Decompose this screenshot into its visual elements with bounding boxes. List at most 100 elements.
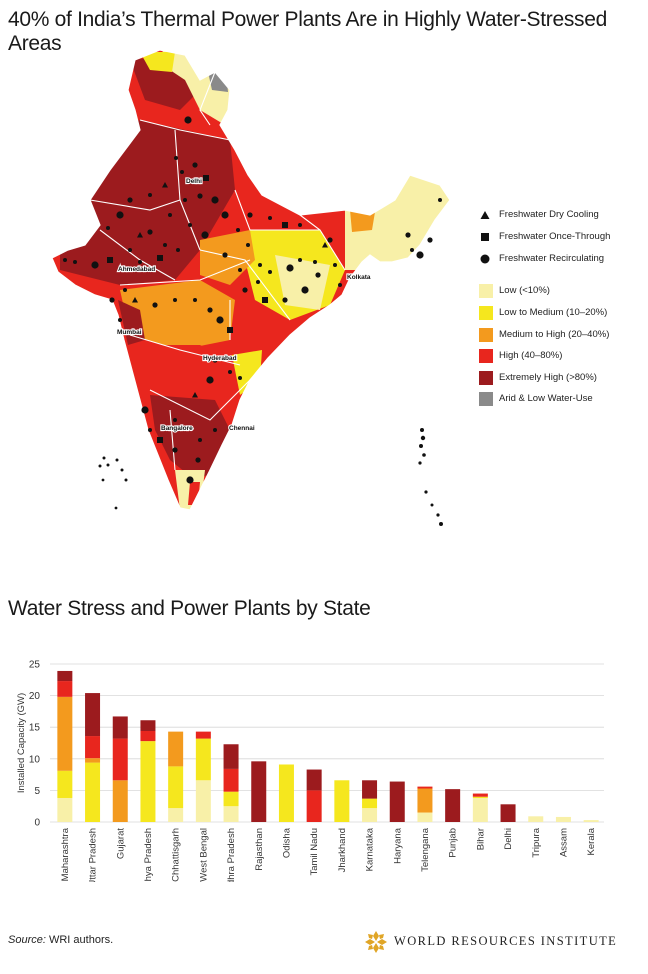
bar-segment <box>168 731 184 767</box>
x-tick-label: Haryana <box>392 827 403 864</box>
bar-segment <box>112 738 128 781</box>
legend-swatch <box>479 328 493 342</box>
city-label: Chennai <box>229 425 255 432</box>
x-tick-label: Rajasthan <box>254 828 265 871</box>
bar-segment <box>528 816 544 822</box>
circle-icon <box>480 254 490 264</box>
y-tick-label: 10 <box>29 754 41 765</box>
city-label: Bangalore <box>161 425 193 432</box>
legend-label: Arid & Low Water-Use <box>499 393 593 404</box>
x-tick-label: Tamil Nadu <box>309 828 320 876</box>
city-label: Hyderabad <box>203 355 237 362</box>
bar-segment <box>57 696 73 771</box>
bar-segment <box>85 736 101 759</box>
x-tick-label: Jharkhand <box>337 828 348 872</box>
legend-swatch <box>479 306 493 320</box>
bar-segment <box>306 769 322 791</box>
map-title: 40% of India’s Thermal Power Plants Are … <box>8 8 608 55</box>
bar-segment <box>223 744 239 769</box>
y-tick-label: 20 <box>29 691 41 702</box>
bar-segment <box>85 762 101 822</box>
city-labels: Delhi Ahmedabad Kolkata Mumbai Hyderabad Bang… <box>116 177 372 433</box>
power-plant-markers <box>63 116 442 484</box>
bar-segment <box>223 806 239 822</box>
x-tick-label: Assam <box>558 828 569 857</box>
bar-segment <box>140 741 156 822</box>
triangle-icon <box>480 211 490 219</box>
bar-segment <box>112 780 128 822</box>
bar-segment <box>306 790 322 822</box>
y-tick-label: 25 <box>29 660 41 671</box>
bar-segment <box>500 804 516 822</box>
x-tick-label: Gujarat <box>115 828 126 860</box>
legend-swatch <box>479 371 493 385</box>
legend-swatch <box>479 392 493 406</box>
lakshadweep-islands <box>98 456 128 510</box>
bar-segment <box>223 768 239 792</box>
bar-segment <box>445 789 461 822</box>
city-label: Delhi <box>186 178 202 185</box>
y-tick-label: 0 <box>34 818 40 829</box>
x-tick-label: Uttar Pradesh <box>88 828 99 882</box>
y-tick-label: 15 <box>29 723 41 734</box>
legend-label: High (40–80%) <box>499 350 563 361</box>
bar-segment <box>334 780 350 822</box>
state-capacity-bar-chart: 0 5 10 15 20 25 Installed Capacity (GW) Maharas… <box>16 660 604 882</box>
x-tick-label: Madhya Pradesh <box>143 828 154 882</box>
y-axis-label: Installed Capacity (GW) <box>16 693 27 793</box>
wri-logo-icon <box>365 931 387 953</box>
bar-segment <box>472 796 488 798</box>
x-tick-label: Tripura <box>531 827 542 857</box>
bar-segment <box>417 812 433 822</box>
state-borders <box>89 71 346 471</box>
x-tick-label: Punjab <box>448 828 459 858</box>
x-tick-label: West Bengal <box>198 828 209 882</box>
legend-label: Extremely High (>80%) <box>499 372 597 383</box>
org-name: WORLD RESOURCES INSTITUTE <box>394 934 618 948</box>
bar-segment <box>85 758 101 763</box>
bar-segment <box>57 770 73 798</box>
bar-segment <box>195 780 211 822</box>
legend-label: Medium to High (20–40%) <box>499 329 610 340</box>
bar-segment <box>195 731 211 739</box>
legend-swatch <box>479 349 493 363</box>
city-label: Ahmedabad <box>118 266 155 273</box>
city-label: Kolkata <box>347 274 371 281</box>
square-icon <box>481 233 489 241</box>
bar-segment <box>140 730 156 742</box>
bar-segment <box>140 720 156 731</box>
bars <box>57 670 599 822</box>
x-tick-label: Kerala <box>586 827 597 855</box>
bar-segment <box>389 781 405 822</box>
bar-segment <box>417 786 433 789</box>
x-tick-label: Telengana <box>420 827 431 872</box>
bar-segment <box>223 791 239 807</box>
bar-segment <box>583 820 599 822</box>
x-tick-label: Chhattisgarh <box>171 828 182 882</box>
x-tick-label: Karnataka <box>365 827 376 871</box>
bar-segment <box>362 808 378 822</box>
bar-segment <box>472 797 488 822</box>
bar-segment <box>278 764 294 822</box>
chart-title: Water Stress and Power Plants by State <box>8 597 371 620</box>
bar-segment <box>168 766 184 809</box>
city-label: Mumbai <box>117 329 142 336</box>
x-tick-label: Bihar <box>475 828 486 850</box>
legend-swatch <box>479 284 493 298</box>
bar-segment <box>112 716 128 739</box>
bar-segment <box>195 738 211 781</box>
x-tick-label: Andhra Pradesh <box>226 828 237 882</box>
bar-segment <box>362 798 378 809</box>
india-water-stress-map: Delhi Ahmedabad Kolkata Mumbai Hyderabad Bang… <box>51 49 451 526</box>
bar-segment <box>555 816 571 822</box>
bar-segment <box>57 797 73 822</box>
bar-segment <box>57 681 73 697</box>
x-tick-label: Delhi <box>503 828 514 850</box>
bar-segment <box>362 780 378 799</box>
y-tick-label: 5 <box>34 786 40 797</box>
legend-label: Low to Medium (10–20%) <box>499 307 608 318</box>
bar-segment <box>168 808 184 822</box>
stress-regions <box>60 50 450 510</box>
x-tick-label: Odisha <box>281 827 292 858</box>
legend-label: Low (<10%) <box>499 285 550 296</box>
